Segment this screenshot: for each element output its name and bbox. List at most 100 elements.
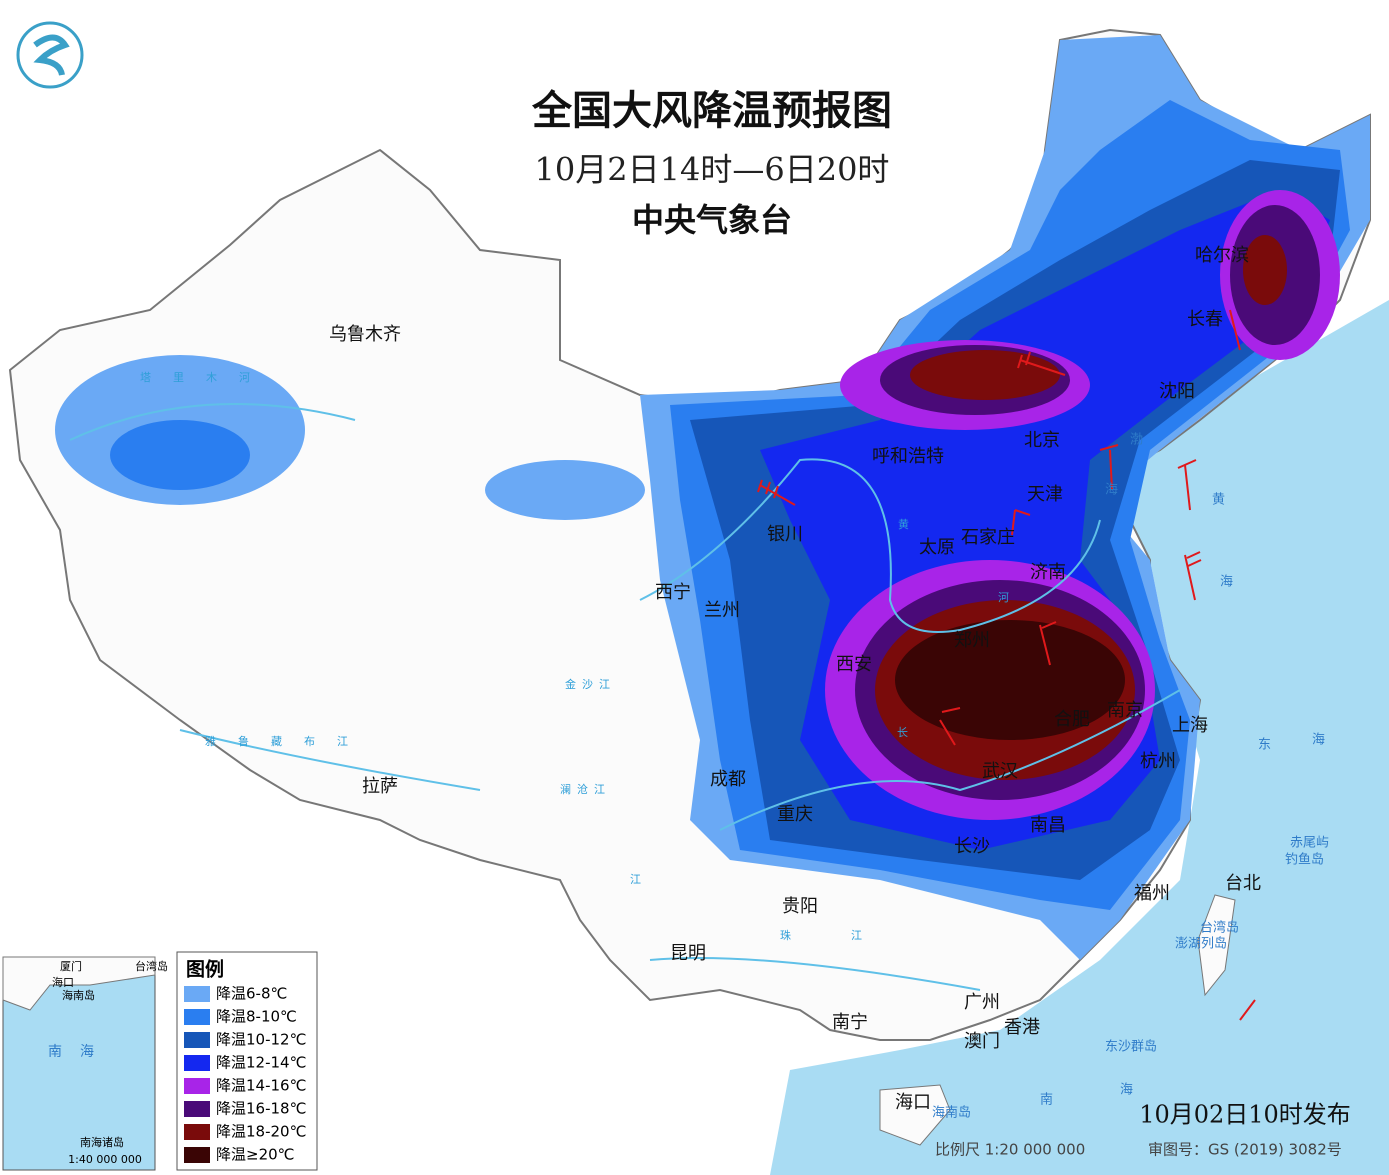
map-label: 黄 (1212, 493, 1225, 508)
legend-swatch (184, 1078, 210, 1094)
map-label: 海 (1120, 1083, 1133, 1098)
map-issuer: 中央气象台 (632, 201, 792, 239)
legend-label: 降温18-20℃ (216, 1123, 306, 1141)
inset-label: 海口 (52, 975, 74, 989)
city-label: 广州 (964, 992, 1000, 1013)
inset-label: 海南岛 (62, 988, 95, 1002)
city-label: 合肥 (1054, 709, 1090, 730)
city-label: 银川 (767, 524, 803, 545)
city-label: 北京 (1024, 430, 1060, 451)
wind-barbs (757, 309, 1256, 1021)
city-label: 台北 (1225, 873, 1261, 894)
legend-label: 降温10-12℃ (216, 1031, 306, 1049)
cooling-zone (910, 350, 1060, 400)
river-labels: 塔里木河 雅鲁藏布江 澜沧江 金沙江 珠江 黄 河 长 江 (140, 371, 1031, 942)
legend: 图例 降温6-8℃ 降温8-10℃ 降温10-12℃ 降温12-14℃ 降温14-16℃… (176, 951, 318, 1171)
city-label: 南宁 (832, 1012, 868, 1033)
map-label: 珠江 (780, 928, 922, 942)
legend-label: 降温≥20℃ (216, 1146, 295, 1164)
city-label: 哈尔滨 (1195, 245, 1249, 266)
cooling-zone (485, 460, 645, 520)
city-label: 贵阳 (782, 896, 818, 917)
legend-label: 降温16-18℃ (216, 1100, 306, 1118)
city-label: 济南 (1030, 562, 1066, 583)
legend-swatch (184, 1032, 210, 1048)
legend-swatch (184, 1147, 210, 1163)
map-label: 台湾岛 (1200, 920, 1239, 936)
cooling-zone (1243, 235, 1287, 305)
map-label: 海 (1220, 575, 1233, 590)
city-label: 乌鲁木齐 (329, 324, 401, 345)
inset-label: 南海 (48, 1044, 112, 1060)
map-label: 南 (1040, 1092, 1053, 1108)
map-scale: 比例尺 1:20 000 000 (935, 1141, 1085, 1159)
city-label: 长沙 (954, 836, 990, 857)
city-label: 长春 (1187, 309, 1223, 330)
city-label: 石家庄 (961, 527, 1015, 548)
city-labels: 乌鲁木齐 拉萨 西宁 兰州 银川 呼和浩特 北京 天津 石家庄 太原 济南 郑州… (329, 245, 1261, 1113)
legend-swatch (184, 1009, 210, 1025)
legend-swatch (184, 986, 210, 1002)
city-label: 昆明 (670, 943, 706, 964)
legend-swatch (184, 1055, 210, 1071)
legend-swatch (184, 1124, 210, 1140)
map-label: 澎湖列岛 (1175, 936, 1227, 952)
map-label: 东 (1258, 738, 1271, 753)
city-label: 西安 (836, 654, 872, 675)
map-label: 金沙江 (565, 677, 616, 691)
city-label: 澳门 (964, 1031, 1000, 1052)
inset-land (2, 956, 156, 1011)
map-label: 赤尾屿 (1290, 836, 1329, 851)
legend-title: 图例 (186, 958, 224, 981)
map-label: 澜沧江 (560, 782, 611, 796)
place-labels: 渤 海 黄 海 东 海 南 海 台湾岛 海南岛 钓鱼岛 赤尾屿 澎湖列岛 东沙群… (932, 432, 1329, 1121)
map-label: 海 (1312, 733, 1325, 748)
inset-label: 南海诸岛 (80, 1135, 124, 1149)
city-label: 沈阳 (1159, 381, 1195, 402)
map-label: 塔里木河 (140, 371, 272, 384)
city-label: 太原 (919, 537, 955, 558)
inset-scale: 1:40 000 000 (68, 1153, 142, 1166)
city-label: 郑州 (954, 630, 990, 651)
city-label: 上海 (1172, 715, 1208, 736)
city-label: 海口 (895, 1092, 931, 1113)
map-label: 黄 (898, 517, 931, 531)
legend-label: 降温6-8℃ (216, 985, 287, 1003)
legend-swatch (184, 1101, 210, 1117)
hainan (879, 1084, 951, 1146)
legend-label: 降温8-10℃ (216, 1008, 297, 1026)
map-period: 10月2日14时—6日20时 (535, 151, 890, 189)
cooling-zones (55, 35, 1370, 960)
city-label: 兰州 (704, 600, 740, 621)
city-label: 香港 (1004, 1017, 1040, 1038)
map-label: 江 (630, 873, 663, 886)
map-label: 海南岛 (932, 1105, 971, 1121)
taiwan (1197, 894, 1236, 997)
city-label: 重庆 (777, 804, 813, 825)
city-label: 南京 (1107, 700, 1143, 721)
legend-label: 降温12-14℃ (216, 1054, 306, 1072)
inset-label: 台湾岛 (135, 959, 168, 973)
inset-map: 厦门 台湾岛 海口 海南岛 南海 南海诸岛 1:40 000 000 (2, 956, 168, 1171)
city-label: 呼和浩特 (872, 446, 944, 467)
city-label: 武汉 (982, 761, 1018, 782)
logo-mark (33, 34, 70, 76)
inset-label: 厦门 (60, 959, 82, 973)
city-label: 拉萨 (362, 776, 398, 797)
map-label: 长 (897, 726, 930, 739)
city-label: 西宁 (655, 582, 691, 603)
map-label: 东沙群岛 (1105, 1039, 1157, 1055)
city-label: 天津 (1027, 484, 1063, 505)
map-title: 全国大风降温预报图 (531, 88, 892, 134)
rivers (69, 403, 1181, 991)
city-label: 成都 (710, 769, 746, 790)
map-label: 渤 (1130, 432, 1143, 448)
legend-label: 降温14-16℃ (216, 1077, 306, 1095)
release-time: 10月02日10时发布 (1139, 1101, 1351, 1129)
city-label: 杭州 (1140, 751, 1176, 772)
cooling-zone (110, 420, 250, 490)
map-label: 河 (998, 591, 1031, 604)
